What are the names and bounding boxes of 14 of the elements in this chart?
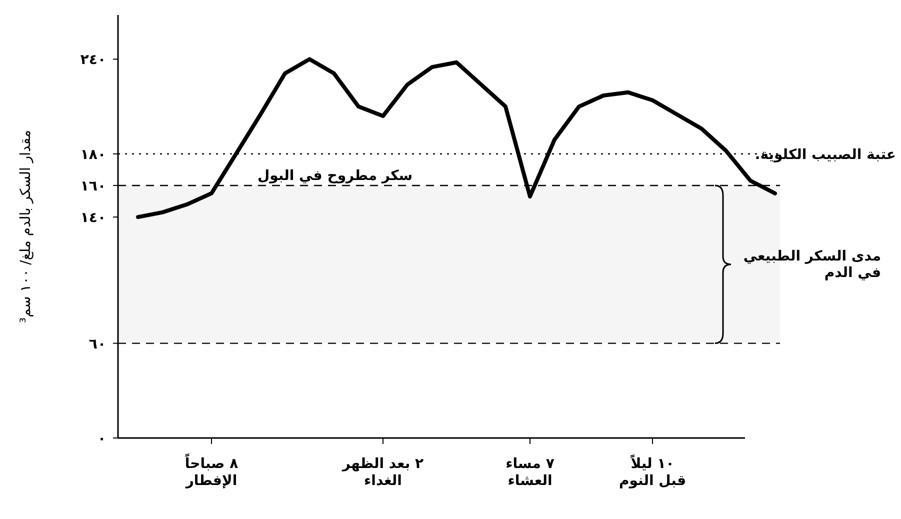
x-tick-label: ٧ مساء العشاء <box>506 456 555 489</box>
y-tick-label: ١٨٠ <box>80 146 106 163</box>
y-tick-label: ٢٤٠ <box>80 52 106 68</box>
band-label: مدى السكر الطبيعي في الدم <box>743 248 881 282</box>
y-tick-label: ٦٠ <box>88 336 106 352</box>
y-tick-label: ٠ <box>97 431 106 447</box>
y-tick-label: ١٤٠ <box>80 210 106 226</box>
ref-line-label: عتبة الصبيب الكلوية. <box>754 146 896 163</box>
x-tick-label: ١٠ ليلاً قبل النوم <box>618 454 686 489</box>
annotation: سكر مطروح في البول <box>257 168 413 184</box>
y-axis-title: مقدار السكر بالدم ملغ/ ١٠٠ سم³ <box>18 130 34 323</box>
y-tick-label: ١٦٠ <box>80 178 106 194</box>
x-tick-label: ٨ صباحاً الإفطار <box>184 452 239 489</box>
x-tick-label: ٢ بعد الظهر الغداء <box>341 456 424 489</box>
